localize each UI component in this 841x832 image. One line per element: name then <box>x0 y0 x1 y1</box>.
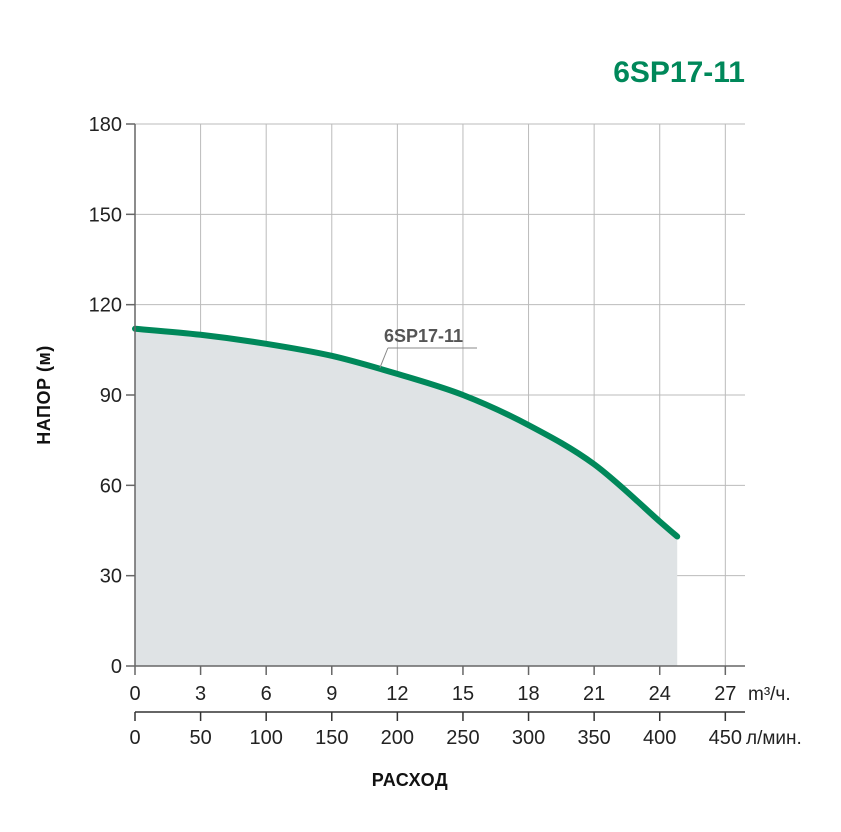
curve-label: 6SP17-11 <box>384 326 463 346</box>
x-secondary-tick-label-250: 250 <box>446 727 479 749</box>
curve-area-fill <box>135 328 678 666</box>
x-primary-tick-label-15: 15 <box>452 683 474 705</box>
y-tick-label-30: 30 <box>100 566 122 588</box>
x-secondary-tick-label-450: 450 <box>709 727 742 749</box>
x-primary-tick-label-27: 27 <box>714 683 736 705</box>
x-primary-tick-label-24: 24 <box>649 683 671 705</box>
y-axis-title: НАПОР (м) <box>34 345 54 445</box>
x-primary-tick-label-18: 18 <box>517 683 539 705</box>
x-primary-tick-label-6: 6 <box>261 683 272 705</box>
x-secondary-unit: л/мин. <box>746 728 802 749</box>
y-tick-label-0: 0 <box>111 656 122 678</box>
x-secondary-tick-labels: 0 50 100 150 200 250 300 350 400 450 <box>129 727 742 749</box>
y-tick-label-150: 150 <box>89 204 122 226</box>
x-primary-tick-label-9: 9 <box>326 683 337 705</box>
x-secondary-tick-label-0: 0 <box>129 727 140 749</box>
y-tick-label-60: 60 <box>100 475 122 497</box>
x-primary-tick-label-0: 0 <box>129 683 140 705</box>
y-tick-label-90: 90 <box>100 385 122 407</box>
curve-label-leader <box>379 347 389 369</box>
x-secondary-tick-label-150: 150 <box>315 727 348 749</box>
x-secondary-tick-label-300: 300 <box>512 727 545 749</box>
y-tick-label-120: 120 <box>89 295 122 317</box>
x-secondary-tick-label-400: 400 <box>643 727 676 749</box>
x-secondary-tick-label-50: 50 <box>189 727 211 749</box>
x-primary-unit: m³/ч. <box>748 684 791 705</box>
series-line-6sp17-11 <box>132 325 681 540</box>
x-primary-tick-labels: 0 3 6 9 12 15 18 21 24 27 <box>129 683 736 705</box>
curve-label-group: 6SP17-11 <box>379 326 477 369</box>
x-axis-title: РАСХОД <box>372 770 448 790</box>
chart-title: 6SP17-11 <box>613 56 745 89</box>
x-primary-tick-label-3: 3 <box>195 683 206 705</box>
x-secondary-tick-label-100: 100 <box>249 727 282 749</box>
axes-layer <box>126 123 745 721</box>
y-tick-labels: 0 30 60 90 120 150 180 <box>89 114 122 678</box>
x-secondary-tick-label-350: 350 <box>577 727 610 749</box>
x-secondary-tick-label-200: 200 <box>381 727 414 749</box>
y-tick-label-180: 180 <box>89 114 122 136</box>
x-primary-tick-label-21: 21 <box>583 683 605 705</box>
x-primary-tick-label-12: 12 <box>386 683 408 705</box>
